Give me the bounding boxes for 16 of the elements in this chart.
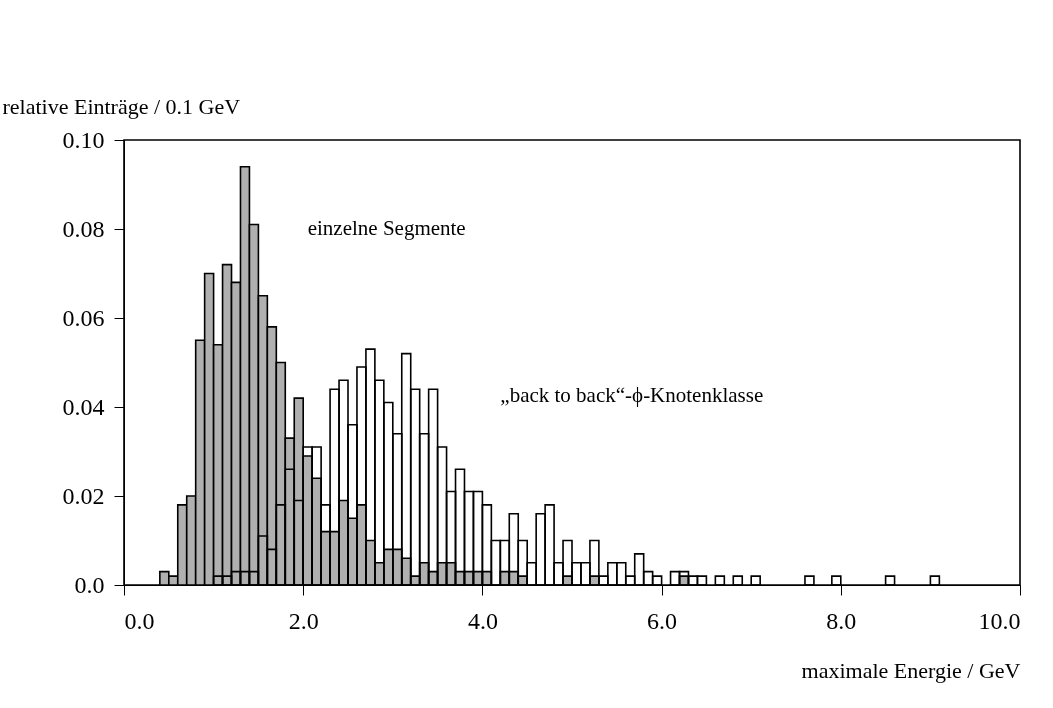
x-tick-label: 0.0 <box>124 607 155 634</box>
x-tick-label: 4.0 <box>467 607 498 634</box>
y-axis-title: relative Einträge / 0.1 GeV <box>2 93 241 119</box>
x-tick-label: 2.0 <box>288 607 319 634</box>
y-tick-label: 0.02 <box>62 482 105 509</box>
text: „back to back“-ϕ-Knotenklasse <box>500 383 764 408</box>
y-tick-label: 0.0 <box>74 571 105 598</box>
x-tick-label: 6.0 <box>647 607 678 634</box>
x-tick-label: 8.0 <box>826 607 857 634</box>
y-tick-label: 0.06 <box>62 304 105 331</box>
y-tick-label: 0.08 <box>62 215 105 242</box>
y-tick-label: 0.04 <box>62 393 105 420</box>
x-axis-title: maximale Energie / GeV <box>801 657 1021 683</box>
x-tick-label: 10.0 <box>978 607 1021 634</box>
y-tick-label: 0.10 <box>62 126 105 153</box>
text: einzelne Segmente <box>307 216 466 241</box>
